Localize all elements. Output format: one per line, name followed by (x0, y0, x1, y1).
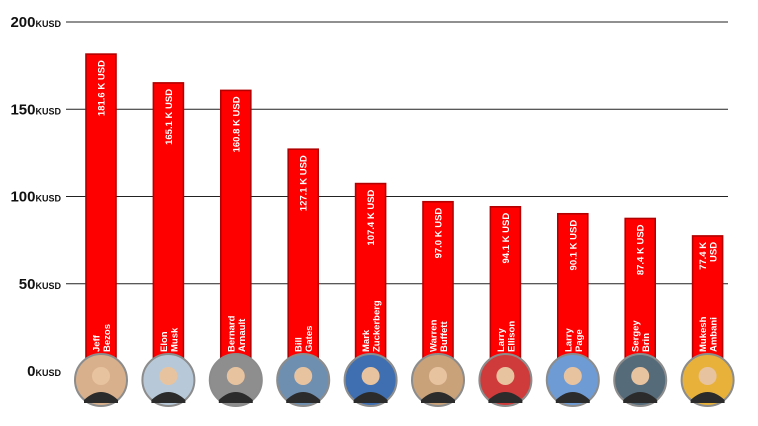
avatar-head (226, 367, 245, 385)
y-tick-label: 200KUSD (10, 14, 61, 31)
avatar-icon (613, 353, 668, 407)
category-label: MukeshAmbani (698, 316, 720, 352)
category-label: BernardArnault (226, 315, 248, 352)
avatar-body (488, 392, 523, 403)
avatar-body (151, 392, 186, 403)
avatar-head (294, 367, 313, 385)
avatar-head (631, 367, 650, 385)
avatar-icon (74, 353, 128, 407)
avatar-head (429, 367, 447, 385)
bar (354, 182, 387, 372)
category-label: LarryEllison (496, 321, 518, 352)
avatar-body (555, 392, 590, 403)
avatar-head (563, 367, 582, 385)
y-tick-label: 50KUSD (19, 276, 62, 293)
bar (152, 82, 185, 372)
bar (85, 53, 117, 372)
value-label: 181.6 K USD (97, 60, 108, 116)
avatar-body (218, 392, 253, 403)
avatar-icon (208, 353, 263, 407)
category-label: JeffBezos (92, 324, 114, 352)
bar (489, 205, 522, 372)
avatar-body (623, 392, 658, 403)
value-label: 107.4 K USD (366, 189, 377, 245)
avatar-icon (343, 353, 398, 407)
avatar-body (84, 392, 118, 403)
avatar-head (159, 367, 178, 385)
category-label: SergeyBrin (631, 320, 653, 352)
y-tick-label: 100KUSD (10, 189, 61, 206)
avatar-icon (141, 353, 196, 407)
bar (624, 217, 657, 372)
avatar-head (92, 367, 110, 385)
bar (422, 200, 454, 372)
y-tick-label: 150KUSD (10, 101, 61, 118)
value-label: 160.8 K USD (231, 96, 242, 152)
y-tick-label: 0KUSD (27, 363, 61, 380)
avatar-body (353, 392, 388, 403)
bar (287, 148, 320, 372)
avatar-icon (411, 353, 465, 407)
value-label: 77.4 KUSD (698, 242, 720, 270)
value-label: 90.1 K USD (568, 220, 579, 271)
category-label: MarkZuckerberg (361, 300, 383, 352)
bar (556, 212, 589, 372)
value-label: 87.4 K USD (636, 224, 647, 275)
value-label: 97.0 K USD (434, 208, 445, 259)
avatar-icon (680, 353, 735, 407)
category-label: BillGates (294, 326, 316, 352)
avatars (74, 353, 735, 407)
avatar-head (496, 367, 515, 385)
value-label: 165.1 K USD (164, 89, 175, 145)
avatar-icon (478, 353, 533, 407)
avatar-head (698, 367, 717, 385)
avatar-icon (545, 353, 600, 407)
avatar-icon (276, 353, 331, 407)
avatar-head (361, 367, 380, 385)
avatar-body (690, 392, 725, 403)
avatar-body (286, 392, 321, 403)
category-label: WarrenBuffett (429, 319, 451, 352)
y-axis-labels: 0KUSD 50KUSD 100KUSD 150KUSD 200KUSD (10, 14, 61, 380)
value-label: 94.1 K USD (501, 213, 512, 264)
category-label: LarryPage (563, 328, 585, 352)
value-label: 127.1 K USD (299, 155, 310, 211)
bar (691, 235, 724, 372)
avatar-body (421, 392, 455, 403)
category-label: ElonMusk (159, 327, 181, 352)
bars: 181.6 K USD JeffBezos 165.1 K USD ElonMusk 1… (85, 53, 724, 372)
